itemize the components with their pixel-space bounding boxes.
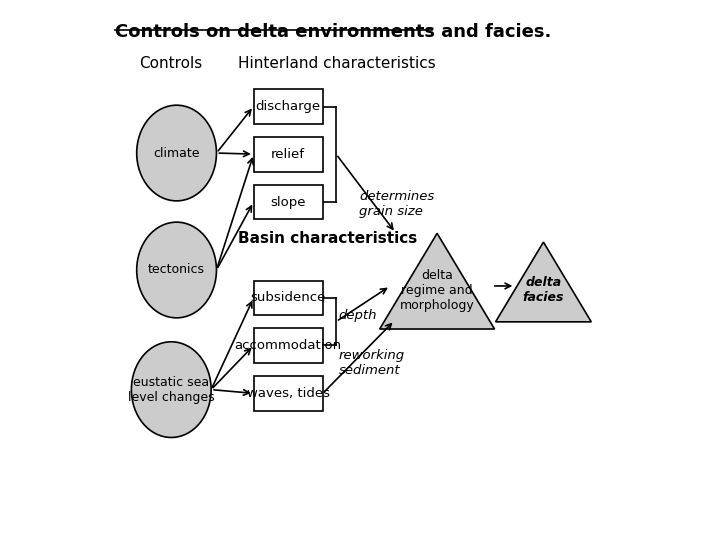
Polygon shape: [379, 233, 495, 329]
Ellipse shape: [137, 105, 217, 201]
Text: eustatic sea
level changes: eustatic sea level changes: [128, 376, 215, 403]
Text: tectonics: tectonics: [148, 264, 205, 276]
Text: discharge: discharge: [256, 100, 321, 113]
Text: delta
facies: delta facies: [523, 276, 564, 304]
Text: Controls on delta environments and facies.: Controls on delta environments and facie…: [115, 23, 552, 41]
Text: accommodation: accommodation: [235, 339, 342, 352]
Text: delta
regime and
morphology: delta regime and morphology: [400, 269, 474, 312]
FancyBboxPatch shape: [253, 185, 323, 219]
FancyBboxPatch shape: [253, 281, 323, 315]
Ellipse shape: [137, 222, 217, 318]
Text: determines
grain size: determines grain size: [359, 190, 434, 218]
Polygon shape: [495, 242, 591, 322]
Text: reworking
sediment: reworking sediment: [338, 349, 405, 377]
FancyBboxPatch shape: [253, 328, 323, 363]
Text: Hinterland characteristics: Hinterland characteristics: [238, 56, 436, 71]
FancyBboxPatch shape: [253, 376, 323, 411]
Text: Basin characteristics: Basin characteristics: [238, 231, 417, 246]
Text: slope: slope: [271, 195, 306, 209]
Text: climate: climate: [153, 146, 200, 159]
FancyBboxPatch shape: [253, 89, 323, 124]
Text: relief: relief: [271, 148, 305, 161]
Text: waves, tides: waves, tides: [247, 387, 330, 400]
Ellipse shape: [131, 342, 211, 437]
Text: Controls: Controls: [140, 56, 202, 71]
Text: depth: depth: [338, 309, 377, 322]
FancyBboxPatch shape: [253, 137, 323, 172]
Text: subsidence: subsidence: [251, 292, 326, 305]
